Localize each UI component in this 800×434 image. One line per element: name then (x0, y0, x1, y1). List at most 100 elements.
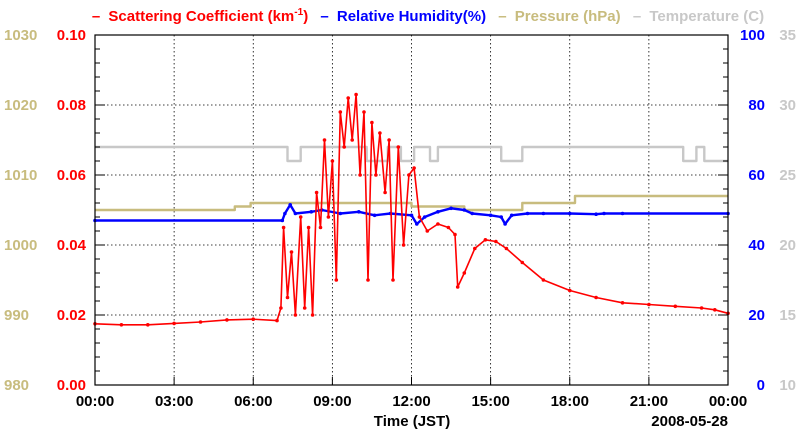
scattering-tick-label: 0.04 (57, 237, 87, 254)
data-point-scattering-coefficient (494, 239, 498, 244)
data-point-scattering-coefficient (473, 246, 477, 251)
x-tick-label: 00:00 (76, 393, 114, 410)
data-point-scattering-coefficient (387, 138, 391, 142)
data-point-scattering-coefficient (146, 323, 150, 327)
data-point-scattering-coefficient (225, 318, 229, 322)
data-point-scattering-coefficient (310, 313, 315, 317)
data-point-scattering-coefficient (362, 110, 366, 114)
data-point-scattering-coefficient (251, 317, 256, 322)
data-point-scattering-coefficient (370, 120, 374, 125)
x-tick-label: 15:00 (471, 393, 509, 410)
data-point-relative-humidity (488, 213, 493, 218)
pressure-tick-label: 1010 (4, 167, 37, 184)
series-line-pressure (95, 194, 728, 212)
data-point-relative-humidity (409, 213, 414, 218)
data-point-scattering-coefficient (401, 243, 406, 247)
data-point-scattering-coefficient (350, 138, 355, 142)
legend-dash-humidity: – (320, 8, 328, 25)
data-point-relative-humidity (594, 212, 598, 216)
data-point-scattering-coefficient (699, 306, 704, 310)
data-point-scattering-coefficient (407, 173, 411, 177)
pressure-tick-label: 1030 (4, 27, 37, 44)
date-label: 2008-05-28 (651, 413, 728, 430)
data-point-scattering-coefficient (275, 318, 279, 323)
data-point-relative-humidity (499, 215, 504, 219)
legend-label-scattering: Scattering Coefficient (km (108, 8, 294, 25)
data-point-scattering-coefficient (713, 308, 717, 312)
humidity-tick-label: 60 (748, 167, 765, 184)
x-tick-label: 12:00 (392, 393, 430, 410)
data-point-scattering-coefficient (334, 278, 339, 282)
data-point-relative-humidity (280, 218, 285, 223)
data-point-scattering-coefficient (330, 159, 335, 163)
data-point-relative-humidity (509, 213, 514, 218)
data-point-relative-humidity (525, 211, 530, 216)
data-point-scattering-coefficient (342, 145, 347, 149)
data-point-scattering-coefficient (455, 285, 460, 289)
data-point-scattering-coefficient (504, 246, 509, 251)
data-point-relative-humidity (357, 210, 361, 214)
data-point-scattering-coefficient (391, 278, 395, 282)
scattering-tick-label: 0.08 (57, 97, 86, 114)
temperature-tick-label: 25 (779, 167, 796, 184)
axes: 00:00 03:00 06:00 09:00 12:00 15:00 18:00 21:00… (4, 27, 796, 410)
data-point-scattering-coefficient (425, 229, 430, 233)
x-tick-label: 09:00 (313, 393, 351, 410)
data-point-scattering-coefficient (285, 295, 290, 300)
pressure-tick-label: 990 (4, 307, 29, 324)
legend-label-pressure: Pressure (hPa) (515, 8, 621, 25)
data-point-relative-humidity (338, 211, 343, 216)
data-point-scattering-coefficient (620, 301, 625, 305)
legend: – Scattering Coefficient (km-1) – Relati… (92, 7, 764, 25)
data-point-relative-humidity (470, 211, 475, 216)
x-tick-label: 21:00 (630, 393, 668, 410)
data-point-relative-humidity (541, 211, 546, 216)
x-tick-label: 06:00 (234, 393, 272, 410)
data-point-scattering-coefficient (289, 250, 294, 254)
legend-dash-pressure: – (498, 8, 506, 25)
x-tick-label: 00:00 (709, 393, 747, 410)
data-point-scattering-coefficient (172, 321, 176, 326)
temperature-tick-label: 30 (779, 97, 796, 114)
series-line-scattering-coefficient (94, 93, 729, 326)
data-point-scattering-coefficient (396, 145, 401, 149)
data-point-scattering-coefficient (378, 131, 382, 135)
legend-label-humidity: Relative Humidity(%) (337, 8, 486, 25)
data-point-scattering-coefficient (462, 271, 467, 275)
data-point-relative-humidity (449, 206, 453, 211)
data-point-scattering-coefficient (318, 225, 323, 230)
humidity-tick-label: 0 (757, 377, 765, 394)
data-point-relative-humidity (309, 210, 314, 214)
x-axis-title: Time (JST) (374, 413, 450, 430)
data-point-scattering-coefficient (568, 288, 572, 293)
data-point-relative-humidity (283, 211, 287, 216)
data-point-scattering-coefficient (346, 96, 351, 100)
data-point-scattering-coefficient (374, 173, 378, 177)
humidity-tick-label: 80 (748, 97, 765, 114)
legend-label-temperature: Temperature (C) (649, 8, 764, 25)
data-point-relative-humidity (372, 213, 377, 218)
x-tick-label: 18:00 (551, 393, 589, 410)
humidity-tick-label: 40 (748, 237, 765, 254)
data-point-scattering-coefficient (594, 295, 598, 300)
data-point-scattering-coefficient (483, 238, 488, 242)
scattering-tick-label: 0.02 (57, 307, 86, 324)
data-point-relative-humidity (288, 203, 293, 207)
data-point-scattering-coefficient (119, 323, 124, 327)
data-point-relative-humidity (602, 211, 606, 216)
data-point-relative-humidity (503, 222, 507, 226)
data-point-scattering-coefficient (436, 222, 440, 226)
data-point-scattering-coefficient (647, 302, 651, 307)
x-tick-label: 03:00 (155, 393, 193, 410)
data-point-scattering-coefficient (383, 190, 387, 195)
data-point-scattering-coefficient (302, 306, 307, 310)
data-point-relative-humidity (568, 211, 572, 216)
data-point-relative-humidity (462, 208, 467, 212)
data-point-relative-humidity (620, 211, 625, 216)
data-point-scattering-coefficient (326, 215, 331, 219)
series-line-temperature (95, 145, 728, 163)
legend-label-scattering-tail: ) (303, 8, 308, 25)
data-point-scattering-coefficient (306, 225, 311, 230)
data-point-relative-humidity (293, 211, 298, 216)
